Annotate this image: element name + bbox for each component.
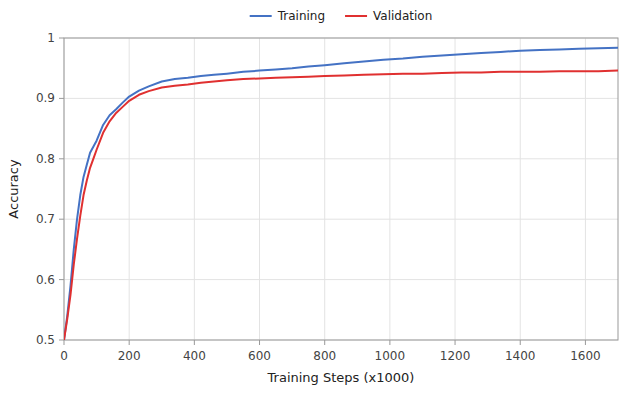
y-tick [59, 340, 64, 341]
x-tick-label: 1600 [570, 349, 601, 363]
x-tick [324, 340, 325, 345]
legend-item: Validation [345, 9, 432, 23]
x-tick [194, 340, 195, 345]
legend-swatch [250, 15, 272, 17]
y-tick-label: 0.8 [36, 152, 55, 166]
x-tick [259, 340, 260, 345]
y-grid-line [64, 158, 618, 159]
x-tick-label: 1200 [440, 349, 471, 363]
y-grid-line [64, 279, 618, 280]
y-tick-label: 0.6 [36, 273, 55, 287]
x-grid-line [324, 38, 325, 340]
y-tick [59, 38, 64, 39]
legend-label: Training [277, 9, 325, 23]
y-tick-label: 1 [47, 31, 55, 45]
x-tick-label: 400 [183, 349, 206, 363]
x-grid-line [520, 38, 521, 340]
plot-frame [64, 38, 618, 340]
legend-swatch [345, 15, 367, 17]
grid [64, 38, 618, 340]
x-tick-label: 600 [248, 349, 271, 363]
legend: Training Validation [250, 9, 433, 23]
y-tick-label: 0.9 [36, 91, 55, 105]
y-tick [59, 98, 64, 99]
y-tick-label: 0.7 [36, 212, 55, 226]
x-tick-label: 200 [118, 349, 141, 363]
background [0, 0, 640, 394]
y-tick [59, 158, 64, 159]
x-grid-line [129, 38, 130, 340]
chart: 0 200 400 600 800 1000 1200 1400 1600 0.5 0.6 0.7 0.… [0, 0, 640, 394]
x-grid-line [585, 38, 586, 340]
x-tick-label: 800 [313, 349, 336, 363]
series-line [64, 71, 618, 340]
x-tick [389, 340, 390, 345]
x-grid-line [455, 38, 456, 340]
x-tick-label: 0 [60, 349, 68, 363]
x-tick [455, 340, 456, 345]
y-tick-label: 0.5 [36, 333, 55, 347]
x-tick [64, 340, 65, 345]
x-tick-label: 1400 [505, 349, 536, 363]
legend-item: Training [250, 9, 325, 23]
x-axis-label: Training Steps (x1000) [267, 370, 415, 385]
x-tick [585, 340, 586, 345]
x-grid-line [389, 38, 390, 340]
axes: 0 200 400 600 800 1000 1200 1400 1600 0.5 0.6 0.7 0.… [36, 31, 601, 363]
lines [64, 48, 618, 340]
y-tick [59, 279, 64, 280]
x-tick [129, 340, 130, 345]
y-tick [59, 219, 64, 220]
x-tick-label: 1000 [375, 349, 406, 363]
series-line [64, 48, 618, 340]
legend-label: Validation [373, 9, 432, 23]
y-axis-label: Accuracy [6, 159, 21, 219]
x-grid-line [259, 38, 260, 340]
y-grid-line [64, 98, 618, 99]
y-grid-line [64, 219, 618, 220]
x-tick [520, 340, 521, 345]
